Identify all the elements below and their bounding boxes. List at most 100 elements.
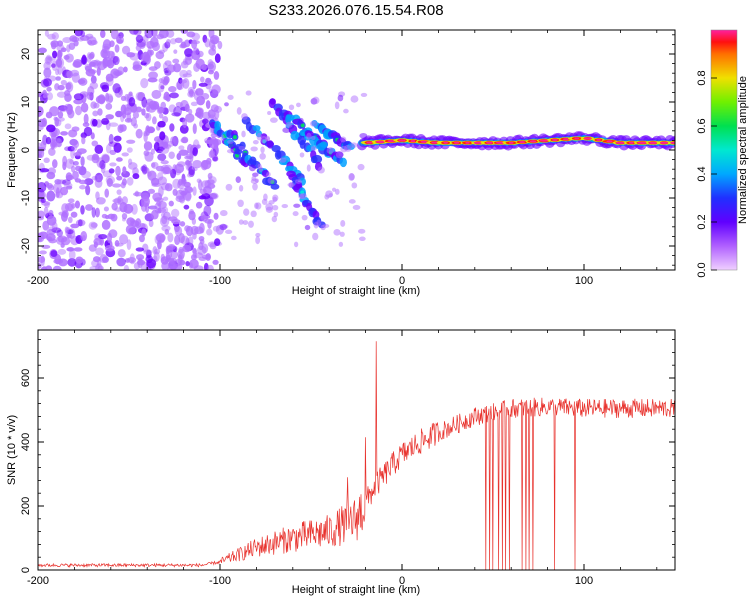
snr-y-tick-label: 600	[20, 369, 32, 387]
spectrogram-x-tick-label: -100	[209, 275, 231, 287]
spectrogram-blob	[84, 65, 92, 72]
spectrogram-blob	[255, 236, 261, 245]
spectrogram-blob	[312, 154, 323, 164]
snr-y-tick-label: 200	[20, 497, 32, 515]
spectrogram-blob	[99, 237, 105, 246]
spectrogram-blob	[343, 108, 349, 114]
spectrogram-blob	[73, 140, 80, 148]
spectrogram-blob	[188, 165, 196, 176]
spectrogram-blob	[292, 211, 299, 217]
spectrogram-blob	[90, 132, 95, 140]
spectrogram-blob	[333, 229, 341, 236]
spectrogram-blob	[339, 157, 347, 168]
spectrogram-blob	[187, 143, 194, 154]
spectrogram-blob	[563, 138, 569, 141]
spectrogram-blob	[48, 226, 57, 232]
spectrogram-blob	[91, 118, 98, 127]
spectrogram-blob	[179, 221, 186, 227]
spectrogram-blob	[63, 182, 73, 189]
spectrogram-blob	[260, 146, 265, 154]
spectrogram-blob	[299, 129, 307, 137]
colorbar-ticks: 0.0 0.2 0.4 0.6 0.8	[696, 70, 717, 278]
spectrogram-blob	[179, 124, 189, 134]
spectrogram-blob	[111, 202, 118, 211]
spectrogram-blob	[183, 204, 190, 210]
spectrogram-blob	[164, 60, 172, 66]
spectrogram-blob	[70, 148, 76, 159]
spectrogram-blob	[162, 115, 169, 124]
spectrogram-blob	[128, 97, 136, 107]
spectrogram-blob	[51, 63, 56, 68]
spectrogram-blob	[304, 224, 311, 231]
spectrogram-blob	[38, 181, 47, 193]
spectrogram-blob	[473, 141, 484, 144]
spectrogram-blob	[190, 254, 197, 261]
spectrogram-blob	[214, 53, 221, 64]
spectrogram-blob	[104, 244, 115, 252]
spectrogram-blob	[211, 36, 219, 45]
spectrogram-blob	[57, 50, 63, 58]
spectrogram-blob	[219, 209, 228, 217]
spectrogram-image	[38, 30, 675, 270]
spectrogram-blob	[116, 257, 126, 267]
spectrogram-blob	[175, 80, 185, 91]
spectrogram-blob	[219, 223, 228, 231]
spectrogram-blob	[207, 172, 213, 180]
spectrogram-blob	[105, 73, 114, 82]
spectrogram-blob	[123, 66, 128, 73]
spectrogram-blob	[191, 32, 201, 41]
spectrogram-blob	[174, 225, 183, 237]
spectrogram-blob	[73, 247, 83, 252]
spectrogram-blob	[189, 209, 195, 215]
colorbar-tick-label: 0.2	[696, 214, 708, 229]
spectrogram-blob	[186, 31, 196, 38]
spectrogram-blob	[319, 141, 328, 148]
spectrogram-blob	[174, 37, 183, 44]
spectrogram-blob	[162, 196, 169, 201]
spectrogram-blob	[177, 248, 185, 260]
spectrogram-blob	[191, 217, 197, 225]
spectrogram-blob	[129, 30, 139, 35]
spectrogram-blob	[241, 130, 246, 138]
spectrogram-blob	[56, 91, 67, 98]
spectrogram-blob	[495, 141, 505, 144]
spectrogram-blob	[213, 105, 222, 113]
spectrogram-blob	[160, 85, 165, 90]
spectrogram-blob	[293, 203, 301, 208]
spectrogram-blob	[89, 81, 99, 90]
spectrogram-blob	[198, 242, 204, 251]
spectrogram-blob	[343, 144, 352, 152]
spectrogram-blob	[46, 236, 53, 241]
colorbar-tick-label: 0.6	[696, 118, 708, 133]
spectrogram-blob	[51, 32, 60, 41]
spectrogram-blob	[144, 151, 154, 162]
spectrogram-blob	[158, 30, 169, 39]
spectrogram-blob	[80, 56, 88, 65]
spectrogram-blob	[162, 141, 169, 149]
spectrogram-blob	[596, 138, 601, 142]
spectrogram-blob	[54, 253, 62, 265]
spectrogram-blob	[85, 184, 91, 196]
spectrogram-blob	[73, 93, 84, 101]
spectrogram-blob	[670, 141, 675, 144]
spectrogram-blob	[269, 117, 278, 123]
spectrogram-blob	[40, 197, 46, 204]
spectrogram-blob	[158, 49, 166, 54]
colorbar-frame	[710, 29, 738, 271]
spectrogram-blob	[212, 156, 219, 162]
spectrogram-blob	[213, 212, 219, 220]
spectrogram-blob	[338, 241, 344, 247]
spectrogram-blob	[192, 160, 203, 169]
spectrogram-blob	[157, 120, 166, 128]
spectrogram-blob	[160, 253, 165, 262]
spectrogram-blob	[301, 214, 308, 221]
spectrogram-blob	[78, 179, 87, 185]
spectrogram-blob	[123, 107, 132, 116]
spectrogram-blob	[140, 196, 150, 207]
spectrogram-blob	[259, 153, 266, 160]
spectrogram-blob	[154, 61, 161, 69]
spectrogram-blob	[46, 86, 52, 92]
spectrogram-blob	[340, 136, 347, 143]
spectrogram-blob	[205, 253, 211, 261]
spectrogram-blob	[70, 211, 78, 218]
